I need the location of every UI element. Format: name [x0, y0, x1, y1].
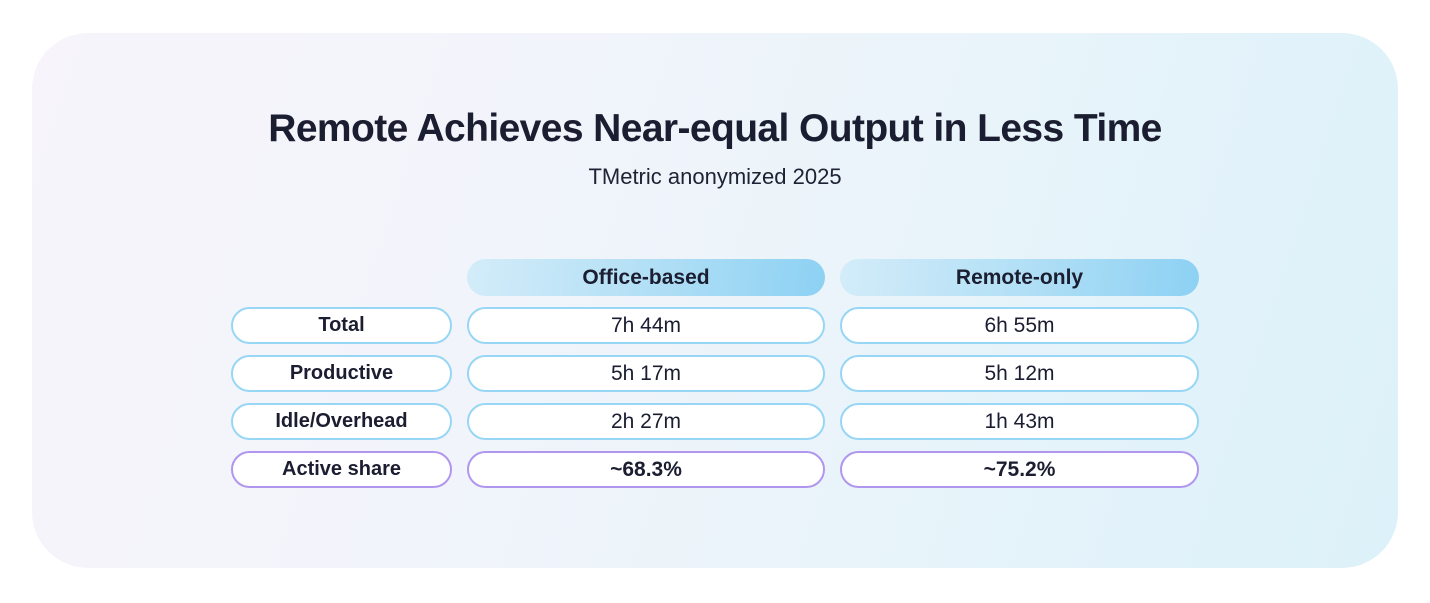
cell-total-remote: 6h 55m — [840, 307, 1199, 344]
row-label-productive: Productive — [231, 355, 452, 392]
comparison-table: Office-based Remote-only Total 7h 44m 6h… — [32, 259, 1398, 488]
cell-idle-overhead-office: 2h 27m — [467, 403, 825, 440]
infographic-card: Remote Achieves Near-equal Output in Les… — [32, 33, 1398, 568]
cell-idle-overhead-remote: 1h 43m — [840, 403, 1199, 440]
cell-productive-remote: 5h 12m — [840, 355, 1199, 392]
header-spacer — [231, 259, 452, 296]
page-subtitle: TMetric anonymized 2025 — [588, 164, 842, 189]
column-header-remote: Remote-only — [840, 259, 1199, 296]
cell-active-share-remote: ~75.2% — [840, 451, 1199, 488]
cell-total-office: 7h 44m — [467, 307, 825, 344]
page-title: Remote Achieves Near-equal Output in Les… — [268, 107, 1162, 150]
row-label-idle-overhead: Idle/Overhead — [231, 403, 452, 440]
cell-active-share-office: ~68.3% — [467, 451, 825, 488]
row-label-active-share: Active share — [231, 451, 452, 488]
cell-productive-office: 5h 17m — [467, 355, 825, 392]
column-header-office: Office-based — [467, 259, 825, 296]
row-label-total: Total — [231, 307, 452, 344]
